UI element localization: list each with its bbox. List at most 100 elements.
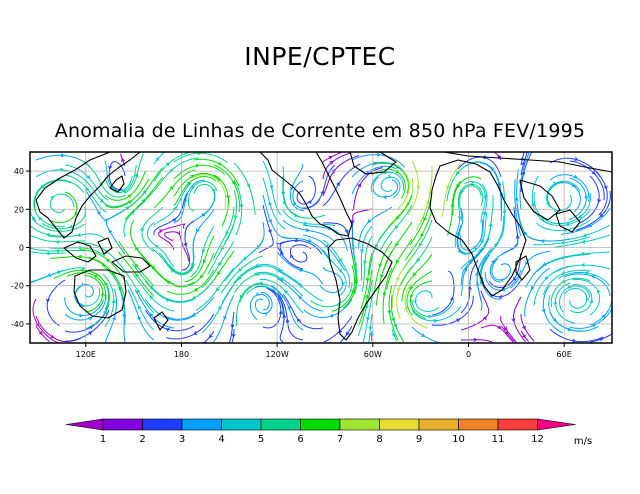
streamline-arrow <box>255 292 260 296</box>
streamline <box>520 330 529 342</box>
streamline-arrow <box>499 278 505 283</box>
streamline-arrow <box>208 334 213 339</box>
coastline <box>519 179 561 221</box>
colorbar-low-arrow <box>65 418 104 431</box>
colorbar-label: 8 <box>376 434 382 445</box>
streamline-arrow <box>403 306 408 311</box>
streamline-arrow <box>230 324 235 329</box>
colorbar-swatch <box>221 418 262 431</box>
streamline-arrow <box>267 202 272 207</box>
streamline-arrow <box>191 312 196 317</box>
streamline-arrow <box>269 184 274 190</box>
streamline-arrow <box>223 315 228 321</box>
streamline-arrow <box>457 249 462 253</box>
streamline-arrow <box>395 259 400 264</box>
streamline-arrow <box>298 268 303 273</box>
streamline <box>296 175 317 205</box>
streamline-arrow <box>56 270 61 274</box>
streamline-arrow <box>511 318 516 323</box>
streamline-arrow <box>50 334 55 339</box>
streamline <box>553 251 611 261</box>
streamline-arrow <box>497 325 502 330</box>
streamline <box>213 174 230 227</box>
streamline <box>203 330 215 343</box>
coastline <box>97 237 113 255</box>
streamline <box>569 308 612 329</box>
streamline <box>184 235 215 283</box>
streamline-arrow <box>101 292 105 297</box>
x-tick-label: 120W <box>266 350 289 359</box>
streamline-arrow <box>211 188 216 193</box>
coastline <box>111 255 151 273</box>
streamline-arrow <box>406 202 410 207</box>
streamline <box>411 326 439 343</box>
streamline-arrow <box>394 224 399 230</box>
streamline-arrow <box>450 296 454 301</box>
streamline <box>542 284 563 334</box>
streamline <box>153 169 196 209</box>
streamline-arrow <box>382 292 387 297</box>
streamline-arrow <box>193 331 198 335</box>
colorbar-swatch <box>379 418 420 431</box>
coastline <box>515 255 531 281</box>
streamline <box>49 233 106 240</box>
streamline-arrow <box>345 331 350 336</box>
streamline-arrow <box>112 316 116 321</box>
streamline <box>303 298 353 319</box>
colorbar-label: 7 <box>337 434 343 445</box>
streamline-arrow <box>574 157 579 161</box>
streamline-arrow <box>134 172 139 178</box>
streamline <box>404 209 433 261</box>
streamline-arrow <box>105 258 110 263</box>
colorbar-label: 2 <box>139 434 145 445</box>
streamline-arrow <box>590 274 596 279</box>
streamline-arrow <box>329 160 334 165</box>
streamline <box>212 206 235 260</box>
streamline <box>282 192 326 219</box>
streamline-arrow <box>480 238 484 243</box>
main-title: INPE/CPTEC <box>244 42 396 71</box>
streamline-arrow <box>589 299 594 304</box>
streamline-arrow <box>159 229 164 233</box>
streamline-arrow <box>38 331 43 336</box>
streamline-arrow <box>582 233 587 238</box>
streamline-arrow <box>166 280 171 285</box>
streamline-arrow <box>285 318 290 323</box>
colorbar-label: 6 <box>297 434 303 445</box>
axes: 40 20 0 -20 -40 120E 180 120W 60W 0 60E <box>11 167 572 359</box>
streamline-arrow <box>416 185 421 190</box>
streamline-arrow <box>172 218 177 222</box>
streamline-arrow <box>225 231 230 236</box>
streamline <box>548 294 583 332</box>
streamline-arrow <box>391 333 396 338</box>
streamline-arrow <box>407 180 412 185</box>
streamline-arrow <box>108 165 113 170</box>
streamline <box>30 247 86 252</box>
streamline-arrow <box>544 276 549 281</box>
streamline <box>372 176 399 198</box>
streamline-arrow <box>367 219 372 224</box>
streamline-arrow <box>45 298 50 303</box>
streamline-arrow <box>149 312 154 317</box>
streamline-arrow <box>446 185 450 190</box>
streamline-arrow <box>217 271 221 276</box>
streamline-arrow <box>512 276 517 281</box>
streamline-arrow <box>137 305 142 310</box>
streamline <box>589 301 612 326</box>
streamline-arrow <box>60 153 66 158</box>
streamline-arrow <box>368 326 373 331</box>
streamline <box>520 152 525 166</box>
streamline-arrow <box>226 195 231 200</box>
colorbar-label: 9 <box>416 434 422 445</box>
streamline-arrow <box>292 201 297 206</box>
streamline-arrow <box>130 210 135 215</box>
streamline-arrow <box>396 277 400 282</box>
streamline-arrow <box>191 295 197 300</box>
streamline <box>549 182 581 213</box>
streamline <box>146 222 175 268</box>
colorbar-swatch <box>300 418 341 431</box>
streamline <box>360 225 373 281</box>
y-tick-label: 0 <box>19 244 24 253</box>
streamline-arrow <box>255 263 260 267</box>
streamline-arrow <box>366 316 371 322</box>
